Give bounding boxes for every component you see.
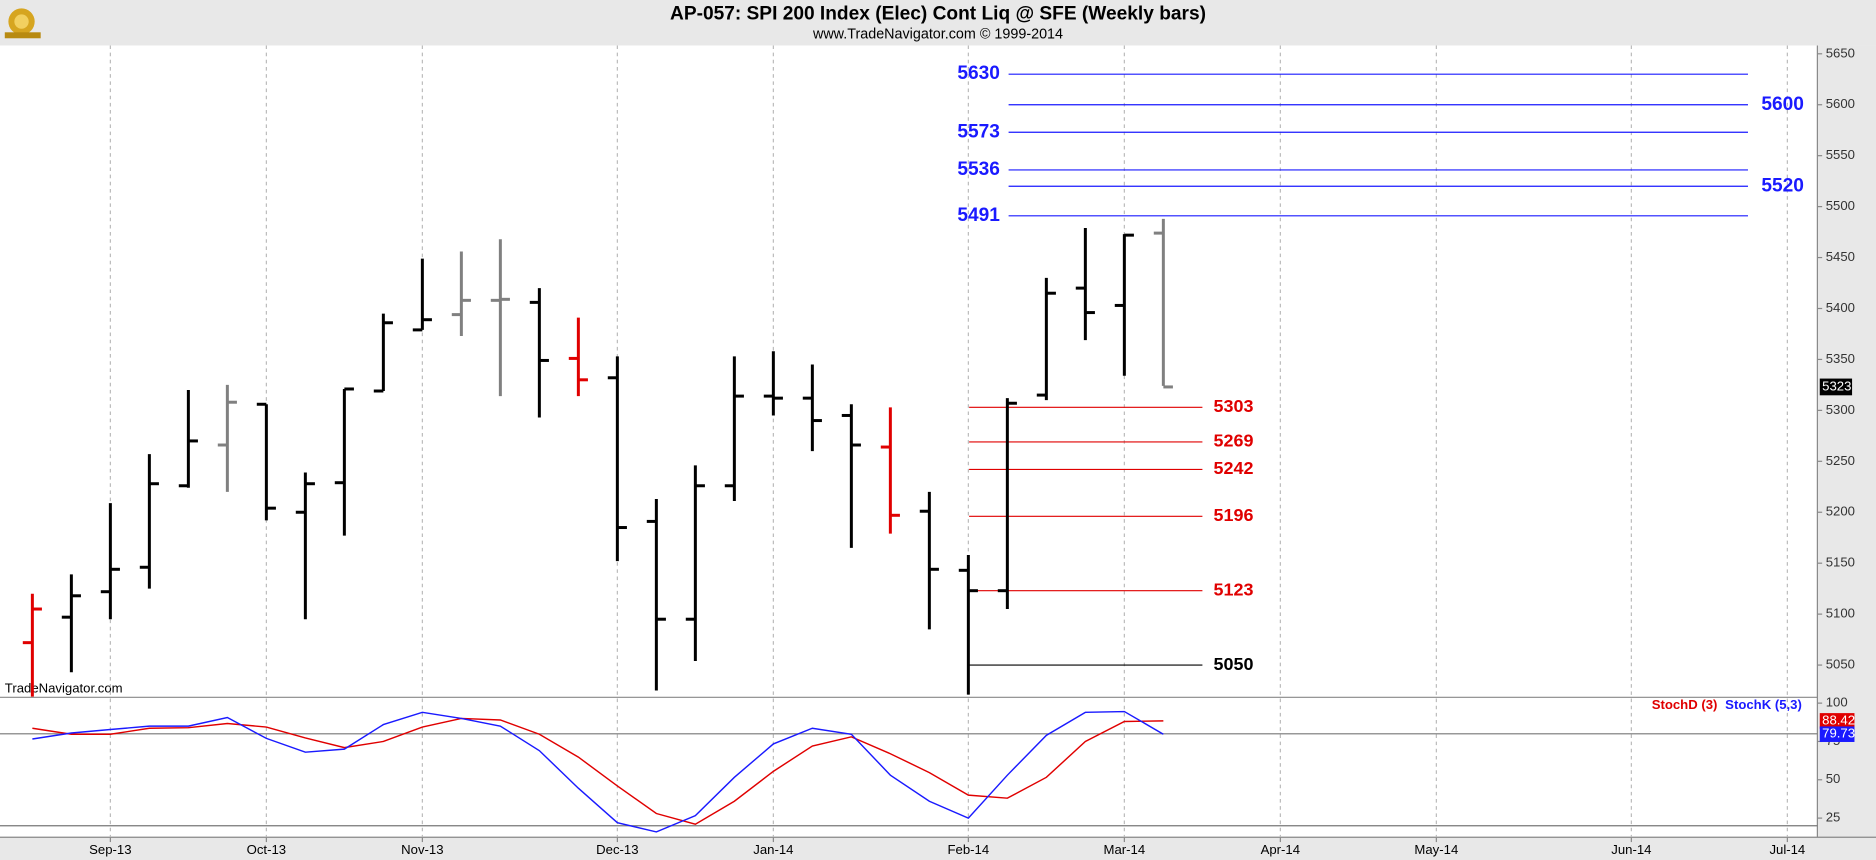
y-tick-label: 5300	[1826, 402, 1855, 417]
y-tick-label: 5100	[1826, 606, 1855, 621]
y-tick-label: 5600	[1826, 96, 1855, 111]
y-tick-label: 50	[1826, 771, 1841, 786]
y-tick-label: 5500	[1826, 198, 1855, 213]
stoch-line	[32, 717, 1164, 826]
y-tick-label: 5550	[1826, 147, 1855, 162]
legend-entry: StochD (3)	[1652, 697, 1718, 712]
chart-title: AP-057: SPI 200 Index (Elec) Cont Liq @ …	[670, 3, 1206, 24]
x-tick-label: Apr-14	[1261, 842, 1300, 857]
x-tick-label: Mar-14	[1104, 842, 1146, 857]
y-tick-label: 100	[1826, 695, 1848, 710]
last-price-tag	[1819, 378, 1853, 396]
y-tick-label: 5450	[1826, 249, 1855, 264]
level-label: 5303	[1214, 396, 1254, 416]
value-tag-label: 79.73	[1822, 726, 1855, 741]
level-label: 5536	[957, 159, 1000, 180]
level-label: 5600	[1761, 94, 1804, 115]
y-tick-label: 5400	[1826, 300, 1855, 315]
y-axis-bar	[1817, 45, 1876, 838]
x-tick-label: Oct-13	[247, 842, 286, 857]
x-tick-label: Jun-14	[1611, 842, 1651, 857]
chart-subtitle: www.TradeNavigator.com © 1999-2014	[812, 26, 1063, 42]
last-price-label: 5323	[1822, 378, 1851, 393]
level-label: 5196	[1214, 505, 1254, 525]
stoch-line	[32, 710, 1164, 833]
value-tag-label: 88.42	[1822, 712, 1855, 727]
level-label: 5573	[957, 121, 1000, 142]
x-tick-label: Sep-13	[89, 842, 131, 857]
level-label: 5491	[957, 205, 1000, 226]
x-tick-label: Jan-14	[753, 842, 793, 857]
header-bar	[0, 0, 1876, 46]
x-axis-bar	[0, 837, 1876, 860]
y-tick-label: 5050	[1826, 657, 1855, 672]
level-label: 5050	[1214, 654, 1254, 674]
logo	[4, 8, 41, 39]
y-tick-label: 5150	[1826, 555, 1855, 570]
y-tick-label: 25	[1826, 810, 1841, 825]
level-label: 5123	[1214, 579, 1254, 599]
y-tick-label: 5200	[1826, 504, 1855, 519]
y-tick-label: 5650	[1826, 45, 1855, 60]
level-label: 5630	[957, 63, 1000, 84]
x-tick-label: Jul-14	[1769, 842, 1805, 857]
level-label: 5269	[1214, 431, 1254, 451]
level-label: 5242	[1214, 458, 1254, 478]
level-label: 5520	[1761, 175, 1804, 196]
value-tag	[1819, 713, 1855, 729]
y-tick-label: 5350	[1826, 351, 1855, 366]
x-tick-label: May-14	[1414, 842, 1458, 857]
x-tick-label: Nov-13	[401, 842, 443, 857]
value-tag	[1819, 726, 1855, 742]
y-tick-label: 5250	[1826, 453, 1855, 468]
x-tick-label: Dec-13	[596, 842, 638, 857]
watermark: TradeNavigator.com	[5, 680, 123, 695]
x-tick-label: Feb-14	[948, 842, 990, 857]
legend-entry: StochK (5,3)	[1725, 697, 1802, 712]
